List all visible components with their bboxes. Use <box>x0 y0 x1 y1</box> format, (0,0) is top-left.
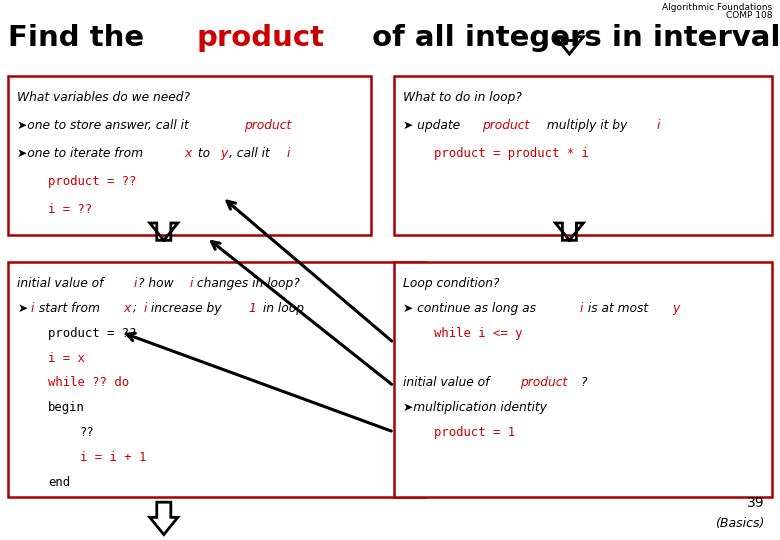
Text: ➤one to store answer, call it: ➤one to store answer, call it <box>17 119 193 132</box>
Text: product: product <box>244 119 291 132</box>
Text: is at most: is at most <box>584 302 652 315</box>
Text: i: i <box>143 302 147 315</box>
Polygon shape <box>555 37 583 54</box>
Text: changes in loop?: changes in loop? <box>193 277 300 290</box>
Text: Find the: Find the <box>8 24 154 52</box>
Text: i: i <box>580 302 583 315</box>
Text: product: product <box>520 376 567 389</box>
Text: initial value of: initial value of <box>17 277 108 290</box>
Text: ;: ; <box>133 302 141 315</box>
Text: ➤one to iterate from: ➤one to iterate from <box>17 147 147 160</box>
FancyBboxPatch shape <box>8 262 425 497</box>
Text: ? how: ? how <box>138 277 178 290</box>
Text: 39: 39 <box>746 496 764 510</box>
Text: of all integers in interval [x, y]: of all integers in interval [x, y] <box>362 24 780 52</box>
Text: begin: begin <box>48 401 85 414</box>
Text: ➤multiplication identity: ➤multiplication identity <box>403 401 547 414</box>
Text: product: product <box>482 119 529 132</box>
Text: product = ??: product = ?? <box>48 175 136 188</box>
Text: x: x <box>185 147 192 160</box>
Text: to: to <box>194 147 214 160</box>
Text: i: i <box>287 147 290 160</box>
Text: product: product <box>197 24 324 52</box>
Text: i = i + 1: i = i + 1 <box>80 451 146 464</box>
Text: end: end <box>48 476 70 489</box>
Text: y: y <box>672 302 679 315</box>
Text: initial value of: initial value of <box>403 376 494 389</box>
Text: 1: 1 <box>249 302 257 315</box>
Text: product = ??: product = ?? <box>48 327 136 340</box>
Text: i = ??: i = ?? <box>48 203 93 216</box>
Text: , call it: , call it <box>229 147 274 160</box>
FancyBboxPatch shape <box>394 76 772 235</box>
Text: in loop: in loop <box>259 302 303 315</box>
Polygon shape <box>555 223 583 240</box>
Text: increase by: increase by <box>147 302 226 315</box>
Text: ➤ update: ➤ update <box>403 119 464 132</box>
Text: ➤: ➤ <box>17 302 27 315</box>
Text: ??: ?? <box>80 426 94 439</box>
FancyBboxPatch shape <box>394 262 772 497</box>
Text: product = 1: product = 1 <box>434 426 516 439</box>
Text: i: i <box>657 119 660 132</box>
Text: (Basics): (Basics) <box>715 517 764 530</box>
Text: multiply it by: multiply it by <box>543 119 631 132</box>
Text: i: i <box>189 277 193 290</box>
Text: Loop condition?: Loop condition? <box>403 277 500 290</box>
Text: COMP 108: COMP 108 <box>725 11 772 20</box>
Text: product = product * i: product = product * i <box>434 147 590 160</box>
Text: y: y <box>220 147 227 160</box>
Text: i: i <box>134 277 137 290</box>
Text: i = x: i = x <box>48 352 85 365</box>
Text: What to do in loop?: What to do in loop? <box>403 91 522 104</box>
Text: Algorithmic Foundations: Algorithmic Foundations <box>662 3 772 12</box>
Text: ➤ continue as long as: ➤ continue as long as <box>403 302 540 315</box>
Text: while ?? do: while ?? do <box>48 376 129 389</box>
Text: while i <= y: while i <= y <box>434 327 523 340</box>
Text: What variables do we need?: What variables do we need? <box>17 91 190 104</box>
FancyBboxPatch shape <box>8 76 370 235</box>
Text: ?: ? <box>581 376 587 389</box>
Text: x: x <box>123 302 131 315</box>
Polygon shape <box>150 502 178 535</box>
Polygon shape <box>150 223 178 240</box>
Text: start from: start from <box>35 302 104 315</box>
Text: i: i <box>30 302 34 315</box>
